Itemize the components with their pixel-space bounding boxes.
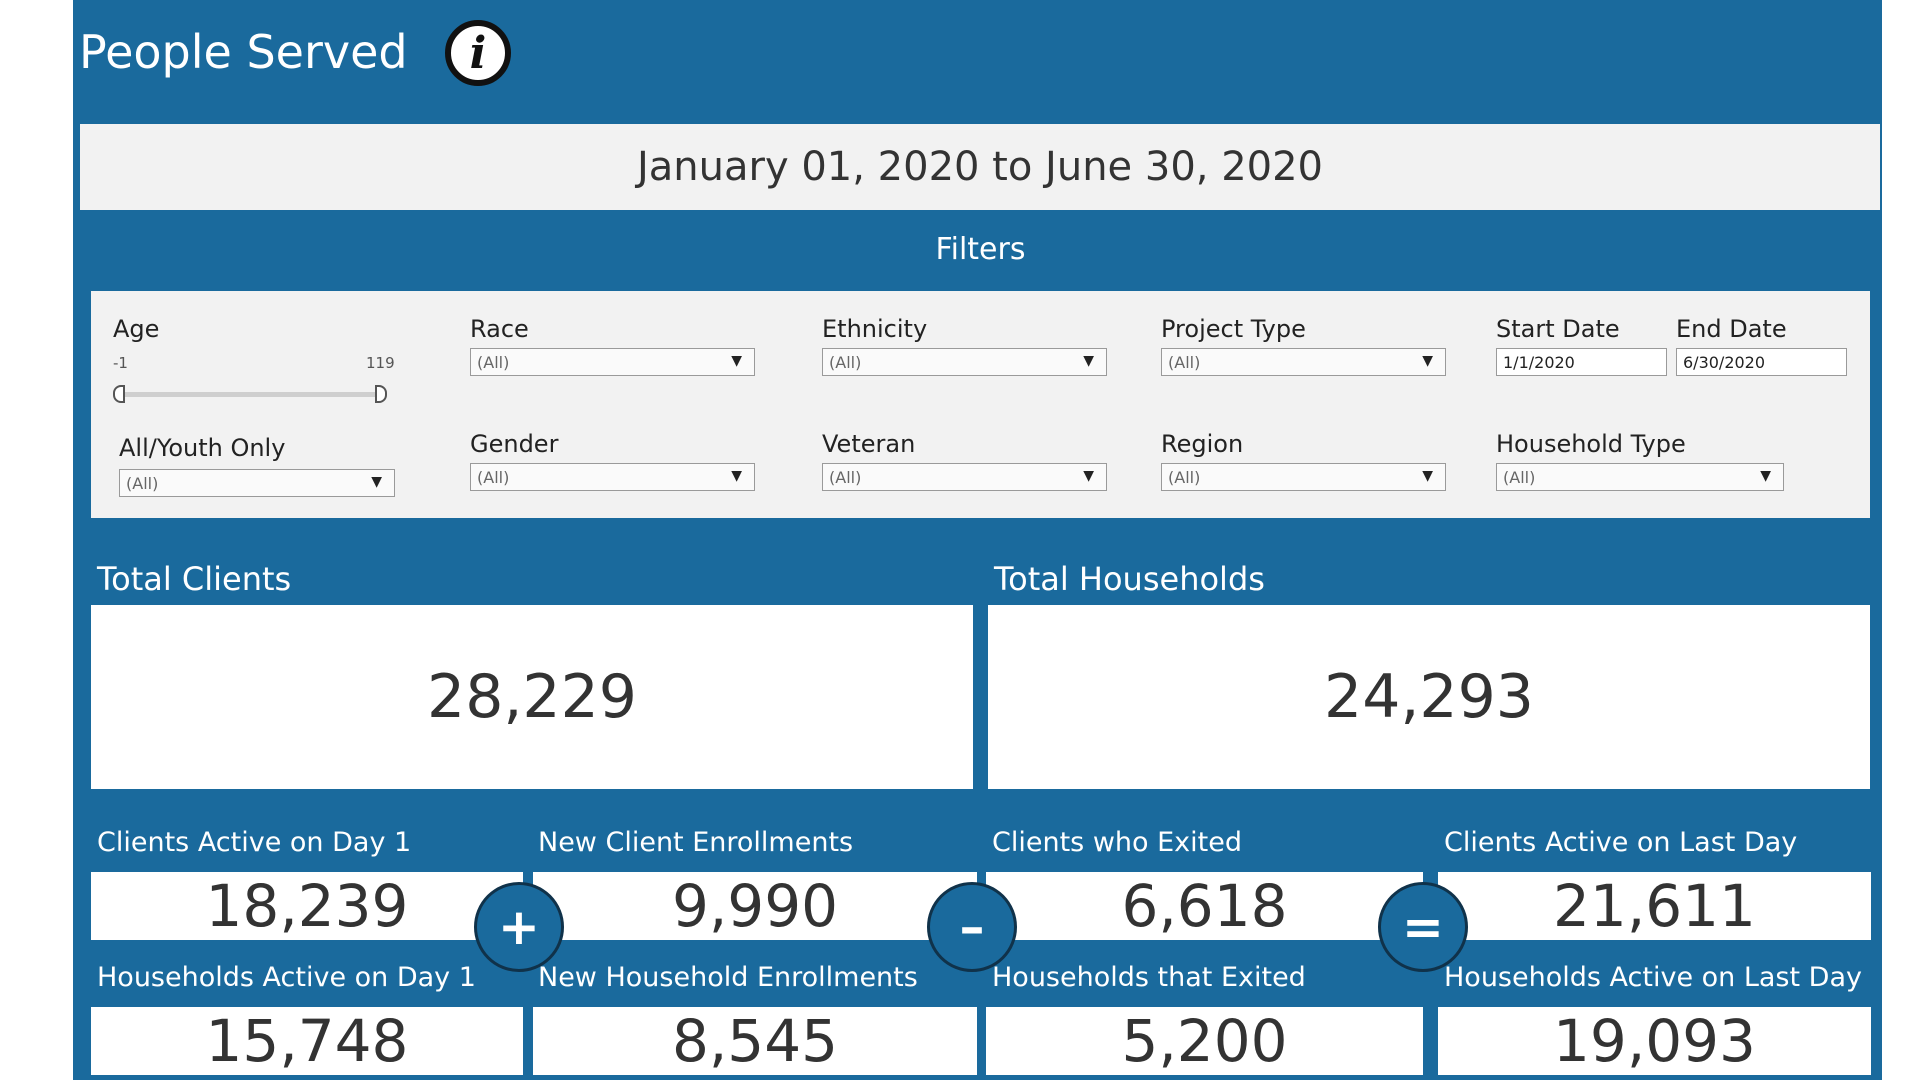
chevron-down-icon: ▼ (1083, 353, 1094, 369)
youth-label: All/Youth Only (119, 434, 286, 462)
youth-value: (All) (126, 474, 159, 493)
clients-day1-label: Clients Active on Day 1 (97, 827, 412, 858)
clients-last-value: 21,611 (1438, 872, 1871, 940)
age-max-label: 119 (366, 354, 395, 372)
dashboard-frame: People Served i January 01, 2020 to June… (73, 0, 1882, 1080)
region-value: (All) (1168, 468, 1201, 487)
chevron-down-icon: ▼ (1760, 468, 1771, 484)
total-households-value: 24,293 (988, 605, 1870, 789)
region-label: Region (1161, 430, 1244, 458)
hh-day1-value: 15,748 (91, 1007, 523, 1075)
chevron-down-icon: ▼ (1422, 468, 1433, 484)
start-date-label: Start Date (1496, 315, 1620, 343)
gender-value: (All) (477, 468, 510, 487)
clients-exited-value: 6,618 (986, 872, 1423, 940)
plus-icon: + (474, 882, 564, 972)
chevron-down-icon: ▼ (371, 474, 382, 490)
filters-panel: Filters Age -1 119 Race (All) ▼ Ethnicit… (85, 212, 1876, 530)
age-label: Age (113, 315, 160, 343)
gender-dropdown[interactable]: (All) ▼ (470, 463, 755, 491)
chevron-down-icon: ▼ (731, 468, 742, 484)
minus-icon: – (927, 882, 1017, 972)
hh-exited-label: Households that Exited (992, 962, 1306, 993)
filters-title: Filters (935, 232, 1026, 267)
age-slider-max-handle[interactable] (375, 385, 387, 403)
hh-exited-value: 5,200 (986, 1007, 1423, 1075)
age-min-label: -1 (113, 354, 128, 372)
total-households-label: Total Households (994, 560, 1265, 598)
region-dropdown[interactable]: (All) ▼ (1161, 463, 1446, 491)
header: People Served i (73, 0, 1882, 124)
project-type-dropdown[interactable]: (All) ▼ (1161, 348, 1446, 376)
clients-day1-value: 18,239 (91, 872, 523, 940)
new-hh-enroll-label: New Household Enrollments (538, 962, 918, 993)
filters-body: Age -1 119 Race (All) ▼ Ethnicity (All) … (91, 291, 1870, 518)
youth-dropdown[interactable]: (All) ▼ (119, 469, 395, 497)
end-date-label: End Date (1676, 315, 1787, 343)
age-slider-min-handle[interactable] (113, 385, 125, 403)
date-range: January 01, 2020 to June 30, 2020 (80, 124, 1880, 210)
project-type-value: (All) (1168, 353, 1201, 372)
hh-last-label: Households Active on Last Day (1444, 962, 1862, 993)
age-slider-track[interactable] (115, 392, 383, 397)
ethnicity-dropdown[interactable]: (All) ▼ (822, 348, 1107, 376)
household-type-dropdown[interactable]: (All) ▼ (1496, 463, 1784, 491)
total-clients-label: Total Clients (97, 560, 292, 598)
hh-last-value: 19,093 (1438, 1007, 1871, 1075)
project-type-label: Project Type (1161, 315, 1306, 343)
start-date-input[interactable]: 1/1/2020 (1496, 348, 1667, 376)
ethnicity-label: Ethnicity (822, 315, 928, 343)
veteran-dropdown[interactable]: (All) ▼ (822, 463, 1107, 491)
new-client-enroll-value: 9,990 (533, 872, 977, 940)
flow-panel: Clients Active on Day 1 New Client Enrol… (85, 809, 1876, 1080)
total-clients-value: 28,229 (91, 605, 973, 789)
equals-icon: = (1378, 882, 1468, 972)
household-type-value: (All) (1503, 468, 1536, 487)
hh-day1-label: Households Active on Day 1 (97, 962, 476, 993)
gender-label: Gender (470, 430, 559, 458)
race-label: Race (470, 315, 529, 343)
end-date-input[interactable]: 6/30/2020 (1676, 348, 1847, 376)
totals-panel: Total Clients 28,229 Total Households 24… (85, 542, 1876, 794)
clients-exited-label: Clients who Exited (992, 827, 1242, 858)
chevron-down-icon: ▼ (731, 353, 742, 369)
page-title: People Served (79, 25, 408, 79)
veteran-label: Veteran (822, 430, 916, 458)
household-type-label: Household Type (1496, 430, 1686, 458)
info-icon[interactable]: i (445, 20, 511, 86)
chevron-down-icon: ▼ (1083, 468, 1094, 484)
clients-last-label: Clients Active on Last Day (1444, 827, 1798, 858)
race-dropdown[interactable]: (All) ▼ (470, 348, 755, 376)
race-value: (All) (477, 353, 510, 372)
new-hh-enroll-value: 8,545 (533, 1007, 977, 1075)
veteran-value: (All) (829, 468, 862, 487)
ethnicity-value: (All) (829, 353, 862, 372)
new-client-enroll-label: New Client Enrollments (538, 827, 854, 858)
chevron-down-icon: ▼ (1422, 353, 1433, 369)
